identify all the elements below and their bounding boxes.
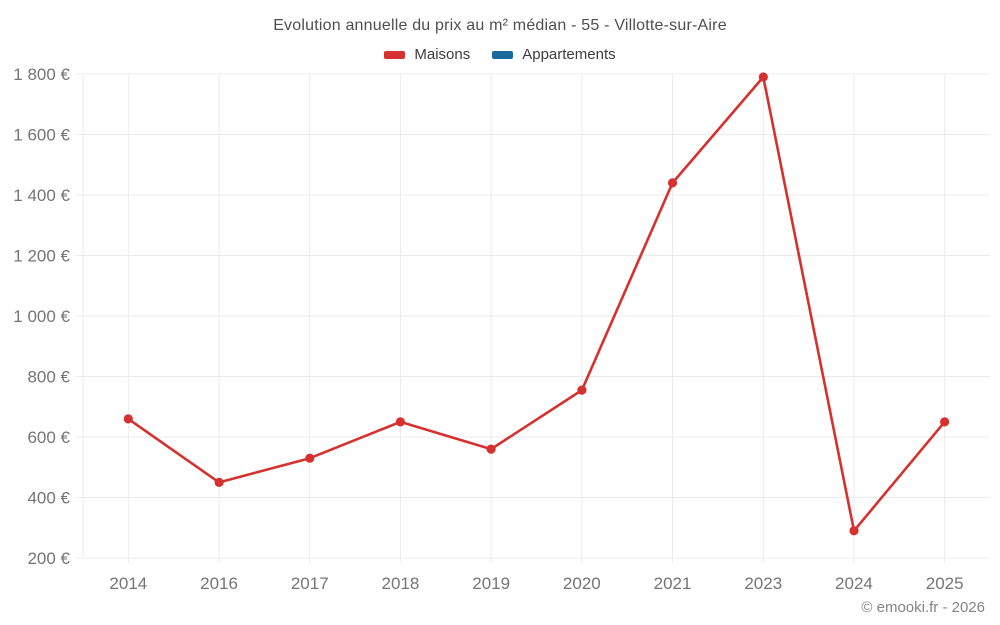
data-point-maisons-2023[interactable]	[758, 72, 768, 82]
legend-label-appartements: Appartements	[522, 46, 616, 63]
data-point-maisons-2018[interactable]	[395, 417, 405, 427]
x-axis-tick-label: 2014	[109, 574, 147, 593]
y-axis-tick-label: 1 000 €	[13, 307, 70, 326]
data-point-maisons-2025[interactable]	[940, 417, 950, 427]
copyright-footer: © emooki.fr - 2026	[861, 599, 985, 616]
data-point-maisons-2014[interactable]	[123, 414, 133, 424]
data-point-maisons-2017[interactable]	[305, 453, 315, 463]
y-axis-tick-label: 400 €	[27, 489, 70, 508]
x-axis-tick-label: 2019	[472, 574, 510, 593]
data-point-maisons-2021[interactable]	[667, 178, 678, 188]
legend-item-appartements[interactable]: Appartements	[492, 46, 616, 63]
x-axis-tick-label: 2024	[835, 574, 873, 593]
data-point-maisons-2016[interactable]	[214, 477, 224, 487]
y-axis-tick-label: 600 €	[27, 428, 70, 447]
y-axis-tick-label: 1 600 €	[13, 126, 70, 145]
y-axis-tick-label: 800 €	[27, 368, 70, 387]
chart-legend: Maisons Appartements	[0, 46, 1000, 63]
y-axis-tick-label: 1 200 €	[13, 247, 70, 266]
y-axis-tick-label: 1 800 €	[13, 65, 70, 84]
x-axis-tick-label: 2023	[744, 574, 782, 593]
x-axis-tick-label: 2021	[654, 574, 692, 593]
data-point-maisons-2020[interactable]	[577, 385, 587, 395]
x-axis-tick-label: 2018	[382, 574, 420, 593]
data-point-maisons-2024[interactable]	[849, 526, 859, 536]
x-axis-tick-label: 2025	[926, 574, 964, 593]
y-axis-tick-label: 1 400 €	[13, 186, 70, 205]
legend-label-maisons: Maisons	[414, 46, 471, 63]
x-axis-tick-label: 2016	[200, 574, 238, 593]
x-axis-tick-label: 2020	[563, 574, 601, 593]
legend-item-maisons[interactable]: Maisons	[384, 46, 470, 63]
y-axis-tick-label: 200 €	[27, 549, 70, 568]
maisons-series-swatch-icon	[384, 50, 406, 59]
data-point-maisons-2019[interactable]	[486, 444, 496, 454]
x-axis-tick-label: 2017	[291, 574, 329, 593]
series-line-maisons	[127, 75, 946, 533]
chart-title: Evolution annuelle du prix au m² médian …	[273, 17, 727, 34]
appartements-series-swatch-icon	[492, 50, 514, 59]
